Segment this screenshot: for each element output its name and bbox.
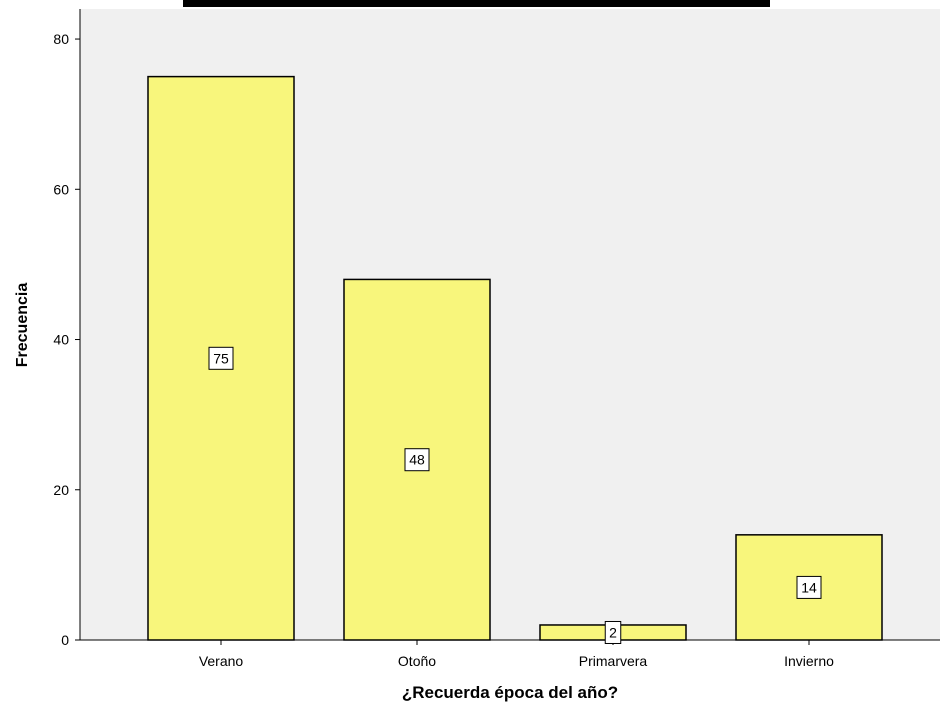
axes-layer: [79, 9, 940, 641]
x-tick-label-3: Invierno: [784, 653, 834, 669]
y-axis-title: Frecuencia: [14, 283, 31, 368]
data-label-3: 14: [801, 579, 817, 595]
data-label-box-1: [404, 448, 430, 472]
title-redaction-bar: [183, 0, 770, 7]
data-label-0: 75: [213, 350, 229, 366]
data-label-2: 2: [609, 624, 617, 640]
y-tick-label-4: 80: [53, 31, 69, 47]
data-label-box-3: [796, 575, 822, 599]
data-labels-layer: 75 48 2 14: [208, 346, 822, 644]
x-axis-title: ¿Recuerda época del año?: [402, 683, 618, 702]
x-tick-label-1: Otoño: [398, 653, 436, 669]
x-tick-label-2: Primarvera: [579, 653, 648, 669]
y-tick-label-3: 60: [53, 181, 69, 197]
x-ticks-layer: Verano Otoño Primarvera Invierno: [199, 640, 834, 669]
data-label-box-0: [208, 346, 234, 370]
y-tick-label-1: 20: [53, 482, 69, 498]
x-tick-label-0: Verano: [199, 653, 244, 669]
y-tick-label-0: 0: [61, 632, 69, 648]
y-ticks-layer: 0 20 40 60 80: [53, 31, 80, 648]
data-label-box-2: [604, 620, 622, 644]
y-tick-label-2: 40: [53, 332, 69, 348]
data-label-1: 48: [409, 452, 425, 468]
